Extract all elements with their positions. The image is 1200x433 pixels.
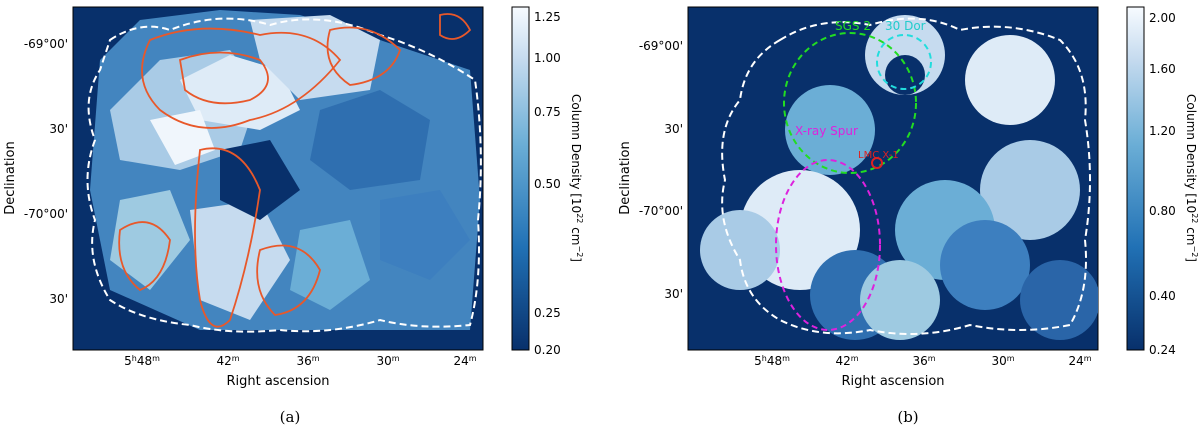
panel-caption: (a) bbox=[280, 408, 301, 426]
y-axis-label: Declination bbox=[618, 141, 633, 215]
annotation-lmc-x1: LMC X-1 bbox=[858, 150, 899, 161]
colorbar-tick: 2.00 bbox=[1149, 11, 1176, 25]
y-tick-label: -69°00' bbox=[24, 37, 68, 51]
x-tick-label: 24m bbox=[1068, 354, 1091, 368]
colorbar-label: Column Density [1022 cm−2] bbox=[1184, 94, 1199, 262]
annotation-xray-spur: X-ray Spur bbox=[795, 124, 858, 138]
30dor-region bbox=[876, 34, 932, 90]
y-tick-label: 30' bbox=[49, 292, 68, 306]
column-density-map bbox=[700, 15, 1098, 340]
colorbar-tick: 1.60 bbox=[1149, 62, 1176, 76]
y-tick-label: 30' bbox=[664, 287, 683, 301]
colorbar-tick: 0.75 bbox=[534, 105, 561, 119]
colorbar: 1.25 1.00 0.75 0.50 0.25 0.20 Column Den… bbox=[511, 6, 584, 357]
colorbar-tick: 0.80 bbox=[1149, 204, 1176, 218]
colorbar-tick: 0.20 bbox=[534, 343, 561, 357]
x-tick-label: 5h48m bbox=[124, 354, 160, 368]
x-tick-label: 24m bbox=[453, 354, 476, 368]
x-tick-label: 42m bbox=[835, 354, 858, 368]
x-tick-label: 36m bbox=[912, 354, 935, 368]
x-axis-label: Right ascension bbox=[226, 374, 329, 389]
colorbar-tick: 1.25 bbox=[534, 10, 561, 24]
colorbar-tick: 0.50 bbox=[534, 177, 561, 191]
x-tick-label: 30m bbox=[376, 354, 399, 368]
panel-a: 5h48m 42m 36m 30m 24m Right ascension -6… bbox=[3, 6, 584, 426]
colorbar: 2.00 1.60 1.20 0.80 0.40 0.24 Column Den… bbox=[1126, 6, 1199, 357]
lmc-x1-marker bbox=[871, 157, 883, 169]
column-density-map bbox=[90, 10, 480, 330]
y-tick-label: -70°00' bbox=[24, 207, 68, 221]
y-tick-label: -70°00' bbox=[639, 204, 683, 218]
colorbar-tick: 1.00 bbox=[534, 51, 561, 65]
y-axis: -69°00' 30' -70°00' 30' Declination bbox=[3, 37, 68, 306]
contour-overlay bbox=[118, 13, 472, 328]
panel-b: SGS 2 30 Dor X-ray Spur LMC X-1 5h48m 42… bbox=[618, 6, 1199, 426]
region-markers bbox=[775, 32, 932, 331]
colorbar-label: Column Density [1022 cm−2] bbox=[569, 94, 584, 262]
y-axis: -69°00' 30' -70°00' 30' Declination bbox=[618, 39, 683, 301]
y-tick-label: 30' bbox=[49, 122, 68, 136]
colorbar-tick: 0.25 bbox=[534, 306, 561, 320]
xray-spur-region bbox=[775, 159, 881, 331]
annotation-sgs2: SGS 2 bbox=[835, 19, 871, 33]
colorbar-tick: 0.24 bbox=[1149, 343, 1176, 357]
y-axis-label: Declination bbox=[3, 141, 18, 215]
colorbar-tick: 1.20 bbox=[1149, 124, 1176, 138]
colorbar-tick: 0.40 bbox=[1149, 289, 1176, 303]
y-tick-label: -69°00' bbox=[639, 39, 683, 53]
y-tick-label: 30' bbox=[664, 122, 683, 136]
x-tick-label: 30m bbox=[991, 354, 1014, 368]
x-tick-label: 5h48m bbox=[754, 354, 790, 368]
colorbar-gradient bbox=[511, 6, 530, 351]
coverage-outline bbox=[721, 17, 1091, 335]
x-tick-label: 36m bbox=[296, 354, 319, 368]
sgs2-region bbox=[783, 32, 917, 174]
annotation-30dor: 30 Dor bbox=[885, 19, 926, 33]
x-axis: 5h48m 42m 36m 30m 24m Right ascension bbox=[754, 354, 1092, 389]
panel-caption: (b) bbox=[897, 408, 918, 426]
x-axis-label: Right ascension bbox=[841, 374, 944, 389]
x-tick-label: 42m bbox=[216, 354, 239, 368]
colorbar-gradient bbox=[1126, 6, 1145, 351]
x-axis: 5h48m 42m 36m 30m 24m Right ascension bbox=[124, 354, 477, 389]
